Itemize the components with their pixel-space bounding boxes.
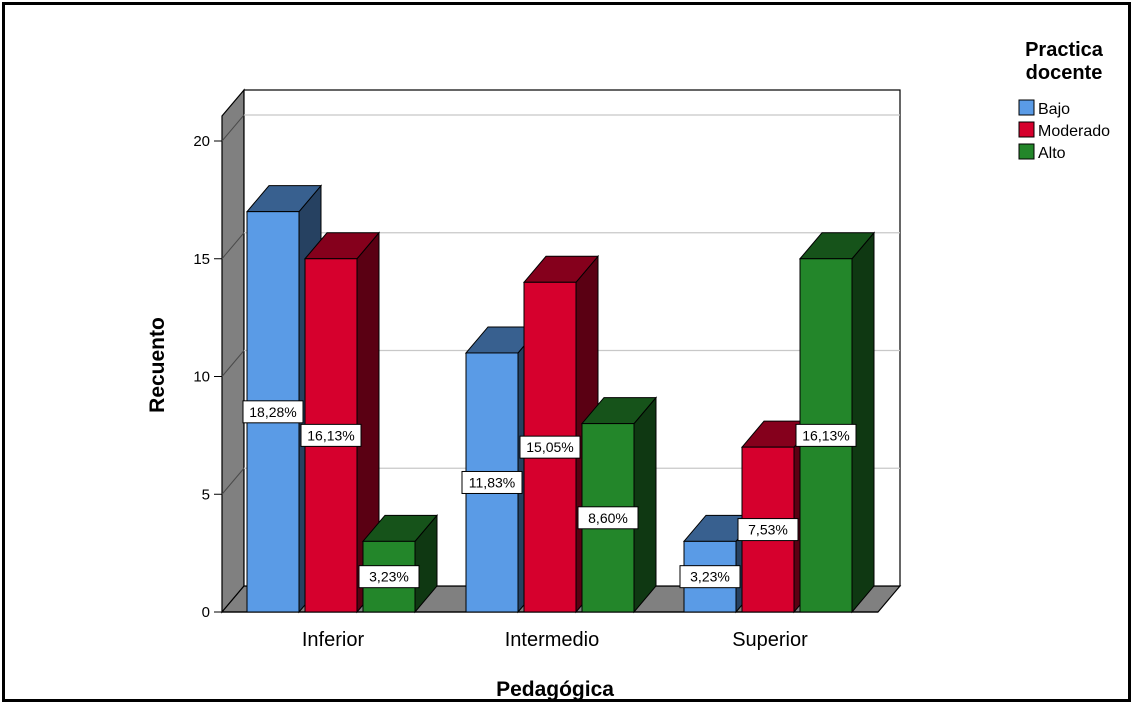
data-label-text: 16,13%	[802, 427, 849, 443]
data-label: 3,23%	[679, 565, 741, 589]
data-label: 7,53%	[737, 518, 799, 542]
legend-label: Bajo	[1038, 101, 1070, 118]
data-label-text: 16,13%	[307, 427, 354, 443]
y-tick-label: 0	[202, 604, 210, 621]
data-label: 18,28%	[242, 400, 304, 424]
data-label-box	[242, 400, 304, 424]
y-tick-label: 20	[193, 133, 210, 150]
data-label: 15,05%	[519, 435, 581, 459]
bar-alto-intermedio	[580, 396, 658, 614]
data-label-box	[679, 565, 741, 589]
data-label-box	[577, 506, 639, 530]
y-tick-label: 10	[193, 369, 210, 386]
data-label-box	[519, 435, 581, 459]
data-label-box	[461, 470, 523, 494]
legend: Practica docente Bajo Moderado Alto	[1018, 39, 1110, 162]
bar-side	[633, 396, 657, 614]
data-label-box	[737, 518, 799, 542]
legend-swatch	[1018, 99, 1035, 116]
legend-label: Alto	[1038, 145, 1066, 162]
legend-title-line1: Practica	[1025, 39, 1104, 61]
bar-moderado-inferior	[303, 231, 381, 614]
data-label-text: 15,05%	[526, 439, 573, 455]
left-wall	[221, 88, 245, 614]
y-tick-labels: 0 5 10 15 20	[193, 133, 222, 621]
data-label-text: 8,60%	[588, 510, 628, 526]
bar-side	[851, 231, 875, 614]
legend-label: Moderado	[1038, 123, 1110, 140]
data-label: 3,23%	[358, 565, 420, 589]
y-tick-label: 5	[202, 486, 210, 503]
data-labels: 18,28% 16,13% 3,23% 11,83% 15,05% 8,60% 3,23% 7…	[242, 400, 857, 589]
data-label-text: 11,83%	[469, 474, 515, 490]
legend-item-bajo: Bajo	[1018, 99, 1070, 118]
x-axis-title: Pedagógica	[496, 678, 614, 701]
data-label-box	[358, 565, 420, 589]
data-label-text: 7,53%	[748, 522, 788, 538]
legend-item-moderado: Moderado	[1018, 121, 1110, 140]
data-label-text: 3,23%	[690, 569, 730, 585]
y-axis-title: Recuento	[146, 317, 169, 413]
gridline-wall	[221, 232, 245, 260]
data-label-text: 3,23%	[369, 569, 409, 585]
bar-alto-inferior	[361, 513, 439, 614]
data-label-box	[300, 423, 362, 447]
gridline-wall	[221, 350, 245, 377]
legend-swatch	[1018, 143, 1035, 160]
y-tick-label: 15	[193, 251, 210, 268]
x-category-label: Superior	[732, 629, 808, 651]
data-label-text: 18,28%	[249, 404, 296, 420]
data-label: 16,13%	[300, 423, 362, 447]
gridline-wall	[221, 114, 245, 142]
gridline-wall	[221, 467, 245, 495]
x-category-labels: Inferior Intermedio Superior	[302, 629, 808, 651]
legend-title-line2: docente	[1026, 62, 1103, 84]
x-category-label: Inferior	[302, 629, 365, 651]
bar-alto-superior	[798, 231, 876, 614]
legend-swatch	[1018, 121, 1035, 138]
data-label: 11,83%	[461, 470, 523, 494]
data-label: 8,60%	[577, 506, 639, 530]
data-label: 16,13%	[795, 423, 857, 447]
x-category-label: Intermedio	[505, 629, 600, 651]
legend-item-alto: Alto	[1018, 143, 1066, 162]
data-label-box	[795, 423, 857, 447]
